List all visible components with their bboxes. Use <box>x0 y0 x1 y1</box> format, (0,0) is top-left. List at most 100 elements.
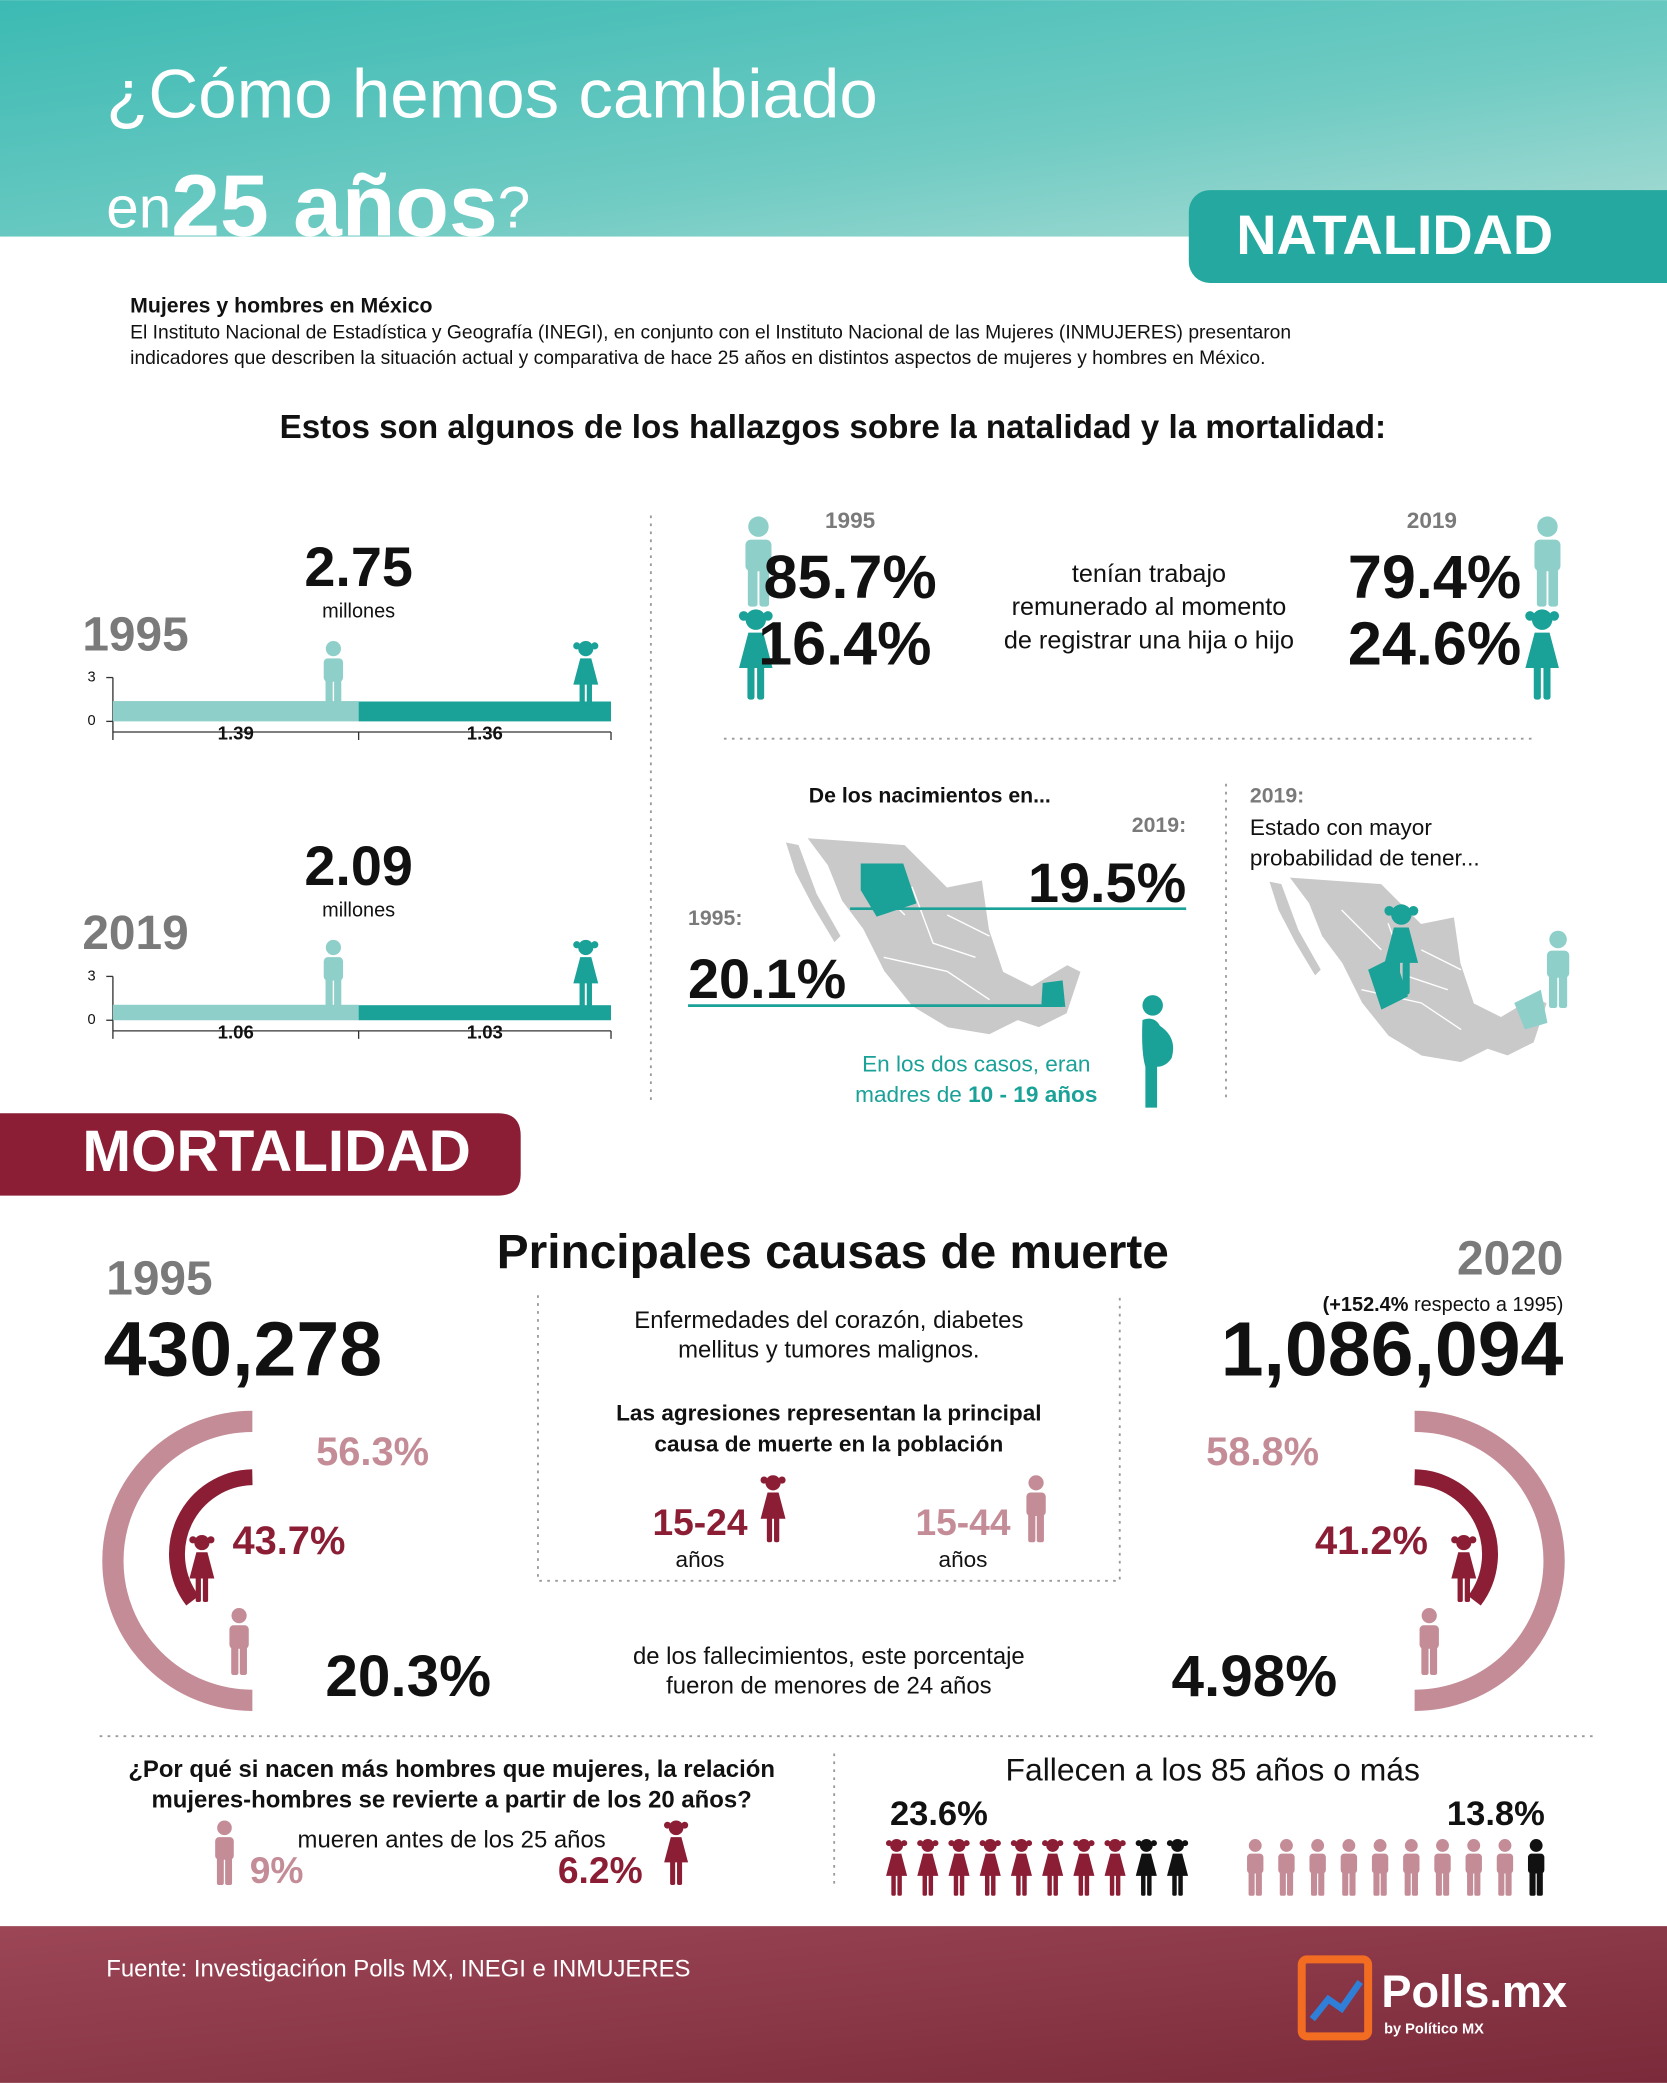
man-icon <box>323 939 344 1007</box>
percent: 4.98% <box>1172 1644 1338 1709</box>
man-icon <box>1534 516 1561 607</box>
woman-icon <box>573 641 599 709</box>
woman-icon <box>760 1475 786 1543</box>
woman-icon <box>1042 1839 1064 1896</box>
text-part: respecto a 1995) <box>1408 1294 1563 1316</box>
percent: 6.2% <box>558 1849 643 1891</box>
percent: 79.4% <box>1348 543 1521 611</box>
percent: 85.7% <box>763 543 936 611</box>
man-icon <box>1419 1608 1439 1676</box>
note: madres de 10 - 19 años <box>855 1082 1097 1107</box>
intro-body: El Instituto Nacional de Estadística y G… <box>130 323 1291 344</box>
age-range: 15-44 <box>915 1501 1010 1543</box>
woman-icon <box>1073 1839 1095 1896</box>
pregnant-icon <box>1142 995 1174 1108</box>
source: Fuente: Investigacińon Polls MX, INEGI e… <box>106 1955 690 1982</box>
text-part: (+152.4% <box>1323 1294 1409 1316</box>
text-part: 10 - 19 años <box>968 1082 1097 1107</box>
year: 1995 <box>106 1253 212 1306</box>
gauge-arc <box>1414 1410 1565 1711</box>
heading: Principales causas de muerte <box>497 1226 1169 1279</box>
man-icon <box>1371 1839 1389 1896</box>
percent: 20.3% <box>325 1644 491 1709</box>
year: 1995 <box>825 508 875 533</box>
woman-icon <box>979 1839 1001 1896</box>
year: 1995: <box>688 906 742 930</box>
man-icon <box>229 1608 249 1676</box>
aggr: causa de muerte en la población <box>654 1431 1003 1456</box>
percent: 9% <box>250 1849 304 1891</box>
man-icon <box>215 1820 234 1885</box>
footer-background <box>0 1926 1667 2083</box>
man-icon <box>1546 930 1570 1009</box>
percent: 43.7% <box>232 1519 345 1563</box>
woman-icon <box>664 1820 689 1885</box>
gauge-arc <box>102 1410 253 1711</box>
man-icon <box>1527 1839 1545 1896</box>
intro-heading: Mujeres y hombres en México <box>130 294 432 318</box>
y-tick-label: 0 <box>87 713 95 729</box>
map-title: De los nacimientos en... <box>809 784 1051 808</box>
man-icon <box>1340 1839 1358 1896</box>
text-part: ¿Cómo hemos cambiado <box>106 55 878 133</box>
age-range: 15-24 <box>652 1501 747 1543</box>
gap-text: mueren antes de los 25 años <box>298 1826 606 1853</box>
text-part: madres de <box>855 1082 968 1107</box>
question: mujeres-hombres se revierte a partir de … <box>152 1787 752 1814</box>
percent: 13.8% <box>1447 1795 1545 1833</box>
woman-icon <box>1104 1839 1126 1896</box>
percent: 16.4% <box>758 609 931 677</box>
work-text: remunerado al momento <box>1012 593 1287 621</box>
man-icon <box>1278 1839 1295 1896</box>
value-label: 1.39 <box>218 723 254 744</box>
percent: 20.1% <box>688 948 846 1010</box>
man-icon <box>1496 1839 1514 1896</box>
y-tick-label: 3 <box>87 968 95 984</box>
age-unit: años <box>939 1547 988 1572</box>
woman-icon <box>885 1839 908 1896</box>
bar <box>358 1005 612 1021</box>
title: en25 años? <box>106 157 530 255</box>
percent: 24.6% <box>1348 609 1521 677</box>
section-badge <box>0 1113 521 1196</box>
woman-icon <box>1135 1839 1157 1896</box>
title: ¿Cómo hemos cambiado <box>106 55 878 133</box>
woman-icon <box>1010 1839 1033 1896</box>
map-highlight <box>1041 980 1066 1007</box>
y-tick-label: 3 <box>87 669 95 685</box>
year: 2019 <box>1407 508 1457 533</box>
percent: 41.2% <box>1315 1519 1428 1563</box>
bar <box>358 701 612 722</box>
year: 1995 <box>82 608 188 661</box>
question: ¿Por qué si nacen más hombres que mujere… <box>128 1756 775 1783</box>
value-label: 1.03 <box>467 1021 503 1042</box>
note: En los dos casos, eran <box>862 1051 1090 1076</box>
total: 2.75 <box>304 536 413 598</box>
logo-sub: by Político MX <box>1384 2022 1484 2038</box>
unit: millones <box>322 601 395 623</box>
logo: Polls.mx <box>1381 1966 1567 2017</box>
value-label: 1.36 <box>467 723 503 744</box>
year: 2020 <box>1457 1233 1563 1286</box>
logo-icon <box>1297 1955 1373 2041</box>
causes: mellitus y tumores malignos. <box>678 1336 979 1363</box>
map-highlight <box>1514 989 1548 1030</box>
text-part: en <box>106 176 171 241</box>
year: 2019 <box>82 907 188 960</box>
woman-icon <box>573 939 599 1007</box>
heading: Fallecen a los 85 años o más <box>1006 1751 1420 1787</box>
woman-icon <box>917 1839 939 1896</box>
total: 430,278 <box>104 1306 382 1392</box>
value-label: 1.06 <box>218 1021 254 1042</box>
bar <box>112 1004 359 1021</box>
text-part: 25 años <box>171 157 497 255</box>
percent: 19.5% <box>1028 852 1186 914</box>
percent: 56.3% <box>316 1430 429 1474</box>
unit: millones <box>322 900 395 922</box>
year: 2019: <box>1250 784 1304 808</box>
map-highlight <box>860 863 917 917</box>
causes: Enfermedades del corazón, diabetes <box>634 1307 1023 1334</box>
divider <box>537 1295 1121 1582</box>
